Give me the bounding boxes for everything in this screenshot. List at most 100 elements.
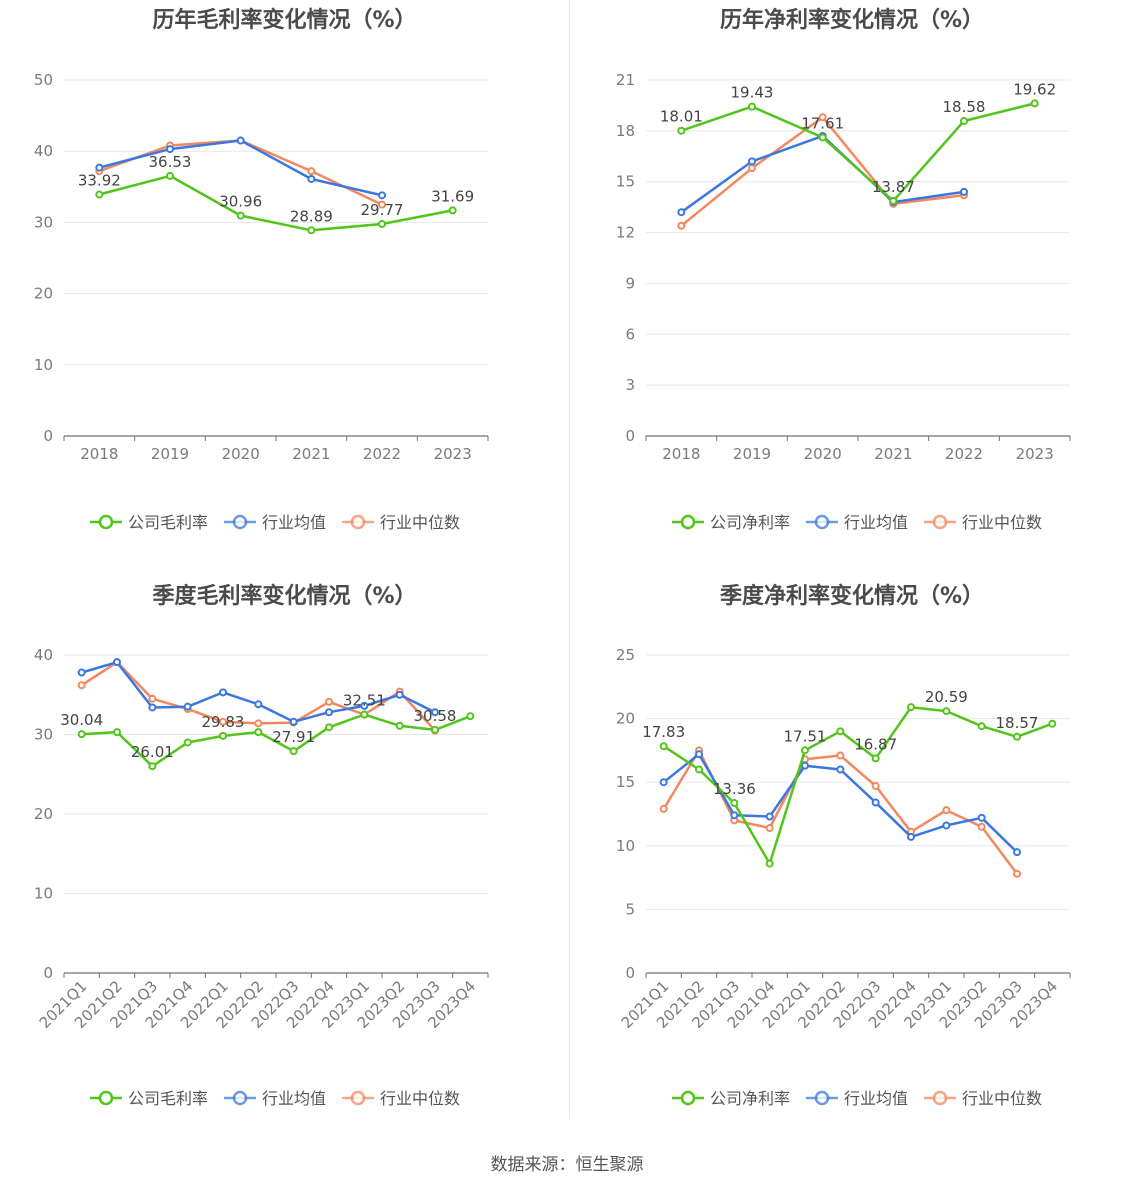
data-point[interactable]: [960, 187, 968, 196]
data-point[interactable]: [659, 778, 668, 787]
data-point[interactable]: [378, 220, 386, 229]
legend-label[interactable]: 公司净利率: [710, 513, 790, 532]
data-point[interactable]: [889, 196, 898, 205]
legend-marker-icon[interactable]: [98, 514, 114, 530]
data-point[interactable]: [748, 102, 756, 111]
legend-marker-icon[interactable]: [932, 514, 948, 530]
data-point[interactable]: [659, 804, 668, 813]
data-point[interactable]: [219, 688, 227, 697]
legend-label[interactable]: 行业中位数: [962, 1089, 1042, 1108]
data-point[interactable]: [765, 823, 774, 832]
data-point[interactable]: [431, 708, 439, 717]
data-point[interactable]: [183, 738, 192, 747]
data-point[interactable]: [166, 171, 174, 180]
data-point[interactable]: [836, 727, 845, 736]
data-point[interactable]: [942, 707, 951, 716]
legend-label[interactable]: 行业均值: [262, 1089, 326, 1108]
data-point[interactable]: [378, 191, 386, 200]
data-point[interactable]: [659, 742, 668, 751]
data-point[interactable]: [801, 761, 809, 770]
legend-label[interactable]: 行业均值: [844, 513, 908, 532]
data-point[interactable]: [236, 211, 245, 220]
data-point[interactable]: [977, 813, 986, 822]
data-point[interactable]: [677, 208, 686, 217]
data-point[interactable]: [1048, 719, 1057, 728]
data-point[interactable]: [448, 206, 457, 215]
data-point[interactable]: [818, 113, 827, 122]
data-point[interactable]: [166, 145, 174, 154]
legend-marker-icon[interactable]: [680, 1090, 696, 1106]
data-point[interactable]: [254, 728, 263, 737]
data-point[interactable]: [871, 782, 880, 791]
data-point[interactable]: [1030, 99, 1039, 108]
data-point[interactable]: [765, 859, 774, 868]
data-point[interactable]: [730, 811, 739, 820]
legend-marker-icon[interactable]: [350, 1090, 366, 1106]
data-point[interactable]: [818, 133, 827, 142]
data-point[interactable]: [1013, 732, 1021, 741]
data-point[interactable]: [219, 717, 227, 726]
data-point[interactable]: [307, 174, 316, 183]
legend-marker-icon[interactable]: [232, 514, 248, 530]
data-point[interactable]: [77, 668, 86, 677]
legend-label[interactable]: 公司毛利率: [128, 513, 208, 532]
data-point[interactable]: [942, 821, 951, 830]
data-point[interactable]: [325, 697, 333, 706]
data-point[interactable]: [695, 750, 703, 759]
data-point[interactable]: [395, 690, 404, 699]
data-point[interactable]: [871, 798, 880, 807]
data-point[interactable]: [677, 126, 686, 135]
data-point[interactable]: [148, 694, 157, 703]
data-point[interactable]: [360, 710, 369, 719]
data-point[interactable]: [325, 723, 333, 732]
data-point[interactable]: [325, 708, 333, 717]
data-point[interactable]: [677, 221, 686, 230]
data-point[interactable]: [254, 719, 263, 728]
data-point[interactable]: [95, 190, 104, 199]
data-point[interactable]: [748, 157, 756, 166]
data-point[interactable]: [95, 163, 104, 172]
data-point[interactable]: [1013, 869, 1021, 878]
data-point[interactable]: [395, 721, 404, 730]
data-point[interactable]: [1013, 848, 1021, 857]
legend-marker-icon[interactable]: [814, 1090, 830, 1106]
data-point[interactable]: [942, 806, 951, 815]
data-point[interactable]: [77, 681, 86, 690]
legend-marker-icon[interactable]: [932, 1090, 948, 1106]
data-point[interactable]: [360, 701, 369, 710]
data-point[interactable]: [977, 722, 986, 731]
legend-label[interactable]: 行业均值: [844, 1089, 908, 1108]
data-point[interactable]: [466, 712, 475, 721]
data-point[interactable]: [77, 730, 86, 739]
legend-marker-icon[interactable]: [232, 1090, 248, 1106]
data-point[interactable]: [378, 200, 386, 209]
data-point[interactable]: [748, 164, 756, 173]
data-point[interactable]: [836, 751, 845, 760]
data-point[interactable]: [307, 167, 316, 176]
data-point[interactable]: [113, 728, 121, 737]
data-point[interactable]: [977, 822, 986, 831]
data-point[interactable]: [183, 702, 192, 711]
data-point[interactable]: [307, 226, 316, 235]
legend-label[interactable]: 行业均值: [262, 513, 326, 532]
data-point[interactable]: [871, 754, 880, 763]
data-point[interactable]: [113, 658, 121, 667]
data-point[interactable]: [960, 117, 968, 126]
data-point[interactable]: [148, 703, 157, 712]
data-point[interactable]: [730, 799, 739, 808]
data-point[interactable]: [148, 762, 157, 771]
data-point[interactable]: [254, 700, 263, 709]
data-point[interactable]: [907, 703, 915, 712]
legend-marker-icon[interactable]: [98, 1090, 114, 1106]
legend-label[interactable]: 行业中位数: [962, 513, 1042, 532]
legend-marker-icon[interactable]: [680, 514, 696, 530]
data-point[interactable]: [695, 765, 703, 774]
data-point[interactable]: [289, 747, 298, 756]
legend-label[interactable]: 公司净利率: [710, 1089, 790, 1108]
data-point[interactable]: [431, 725, 439, 734]
legend-marker-icon[interactable]: [350, 514, 366, 530]
data-point[interactable]: [289, 717, 298, 726]
data-point[interactable]: [907, 832, 915, 841]
data-point[interactable]: [836, 765, 845, 774]
data-point[interactable]: [219, 731, 227, 740]
